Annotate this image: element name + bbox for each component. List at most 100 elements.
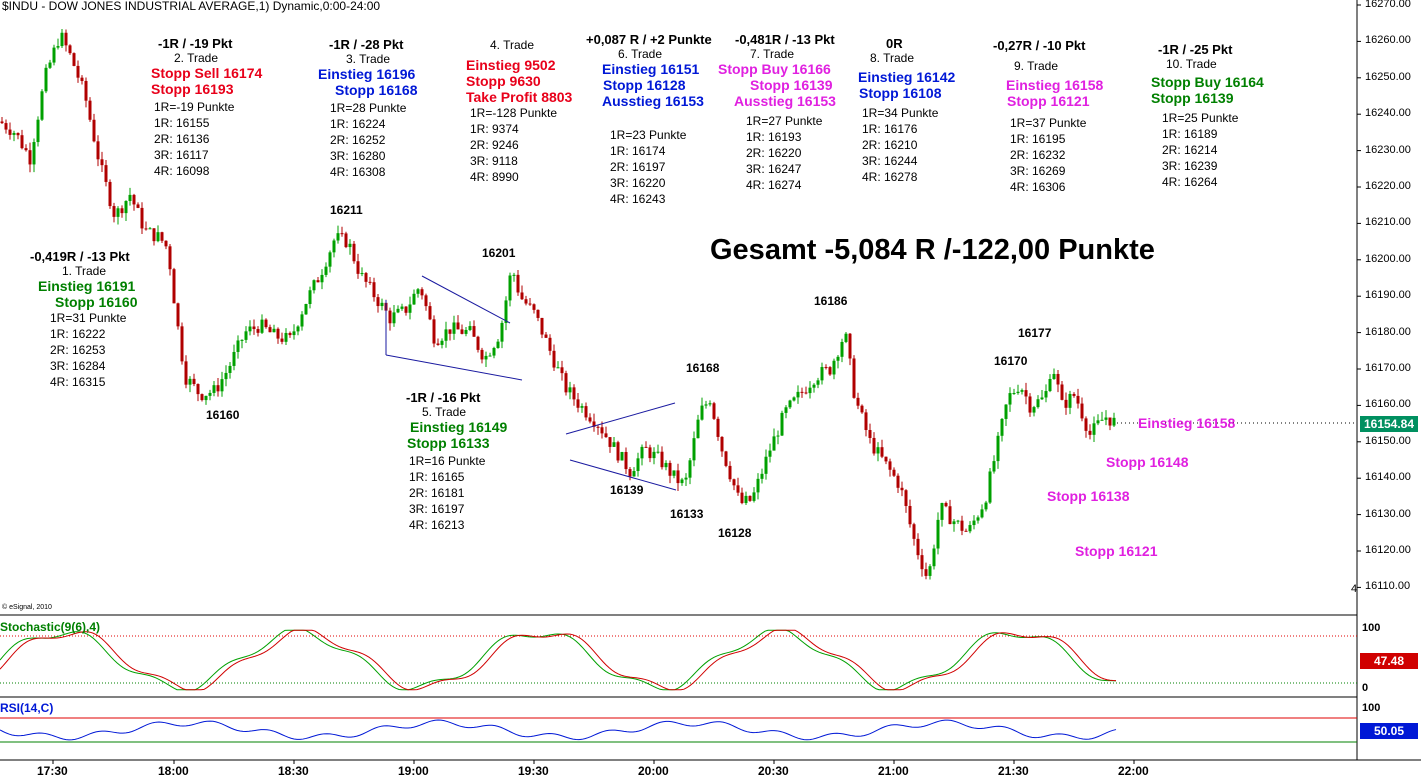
trade-1-line-1: Einstieg 16191 <box>38 278 136 294</box>
candle-body <box>44 67 48 92</box>
trade-8-line-1: Einstieg 16142 <box>858 69 956 85</box>
candle-body <box>48 62 52 68</box>
trade-10-level: 2R: 16214 <box>1162 143 1218 157</box>
candle-body <box>284 332 288 342</box>
peak-label: 16160 <box>206 408 240 422</box>
candle-body <box>224 372 228 380</box>
trade-3-level: 3R: 16280 <box>330 149 386 163</box>
rsi-axis-100: 100 <box>1362 702 1381 714</box>
candle-body <box>512 274 516 276</box>
candlestick-series <box>0 29 1357 580</box>
candle-body <box>108 181 112 207</box>
trade-7-level: 2R: 16220 <box>746 146 802 160</box>
trade-4-line-1: Einstieg 9502 <box>466 57 556 73</box>
trade-1-level: 4R: 16315 <box>50 375 106 389</box>
candle-body <box>904 490 908 506</box>
candle-body <box>160 232 164 241</box>
trade-8-level: 4R: 16278 <box>862 170 918 184</box>
candle-body <box>788 400 792 408</box>
candle-body <box>624 452 628 470</box>
right-annotation: Stopp 16148 <box>1106 454 1189 470</box>
candle-body <box>516 274 520 293</box>
trade-5-level: 1R=16 Punkte <box>409 454 486 468</box>
candle-body <box>392 312 396 324</box>
candle-body <box>820 367 824 381</box>
candle-body <box>272 328 276 333</box>
candle-body <box>600 427 604 434</box>
trade-4-level: 1R: 9374 <box>470 122 519 136</box>
peak-label: 16177 <box>1018 326 1052 340</box>
candle-body <box>480 349 484 360</box>
candle-body <box>308 290 312 305</box>
candle-body <box>552 350 556 368</box>
candle-body <box>888 461 892 470</box>
trade-5-level: 1R: 16165 <box>409 470 465 484</box>
time-tick: 19:00 <box>398 764 429 778</box>
candle-body <box>960 520 964 531</box>
trade-2-level: 3R: 16117 <box>154 148 209 162</box>
candle-body <box>96 141 100 160</box>
candle-body <box>640 446 644 459</box>
candle-body <box>980 509 984 518</box>
candle-body <box>604 433 608 438</box>
trade-7-level: 3R: 16247 <box>746 162 802 176</box>
candle-body <box>232 351 236 366</box>
trade-9-line-2: Stopp 16121 <box>1007 93 1090 109</box>
candle-body <box>1064 399 1068 408</box>
candle-body <box>452 322 456 334</box>
candle-body <box>420 289 424 296</box>
candle-body <box>732 479 736 486</box>
candle-body <box>972 520 976 526</box>
trade-1-line-2: Stopp 16160 <box>55 294 138 310</box>
candle-body <box>84 80 88 101</box>
candle-body <box>1020 390 1024 392</box>
candle-body <box>476 336 480 350</box>
trade-1-name: 1. Trade <box>62 264 107 278</box>
candle-body <box>900 487 904 491</box>
candle-body <box>212 385 216 393</box>
candle-body <box>796 391 800 398</box>
candle-body <box>104 165 108 182</box>
candle-body <box>248 326 252 332</box>
trendline <box>565 402 676 435</box>
time-tick: 18:00 <box>158 764 189 778</box>
trade-3-level: 1R: 16224 <box>330 117 386 131</box>
trade-9-line-1: Einstieg 16158 <box>1006 77 1104 93</box>
candle-body <box>360 273 364 275</box>
trade-7-line-2: Stopp 16139 <box>750 77 833 93</box>
candle-body <box>216 385 220 392</box>
candle-body <box>208 392 212 396</box>
price-tick: 16230.00 <box>1365 143 1411 156</box>
candle-body <box>472 326 476 337</box>
candle-body <box>528 303 532 305</box>
candle-body <box>572 387 576 400</box>
candle-body <box>776 435 780 437</box>
trade-7-block: -0,481R / -13 Pkt 7. Trade Stopp Buy 161… <box>718 32 836 193</box>
candle-body <box>368 281 372 283</box>
candle-body <box>76 65 80 78</box>
candle-body <box>596 426 600 428</box>
copyright: © eSignal, 2010 <box>2 604 52 611</box>
trade-6-level: 3R: 16220 <box>610 176 666 190</box>
candle-body <box>588 417 592 422</box>
trade-2-name: 2. Trade <box>174 51 219 65</box>
candle-body <box>692 438 696 461</box>
candle-body <box>296 326 300 332</box>
trade-4-level: 1R=-128 Punkte <box>470 106 558 120</box>
candle-body <box>664 462 668 468</box>
candle-body <box>540 317 544 335</box>
time-tick: 19:30 <box>518 764 549 778</box>
candle-body <box>660 451 664 468</box>
candle-body <box>28 150 32 165</box>
price-axis-marker: 4 <box>1351 583 1358 595</box>
candle-body <box>240 339 244 341</box>
candle-body <box>684 477 688 480</box>
trade-3-name: 3. Trade <box>346 52 391 66</box>
candle-body <box>580 406 584 408</box>
trade-3-line-1: Einstieg 16196 <box>318 66 416 82</box>
candle-body <box>396 308 400 313</box>
candle-body <box>1004 404 1008 419</box>
candle-body <box>236 340 240 352</box>
candle-body <box>356 261 360 274</box>
